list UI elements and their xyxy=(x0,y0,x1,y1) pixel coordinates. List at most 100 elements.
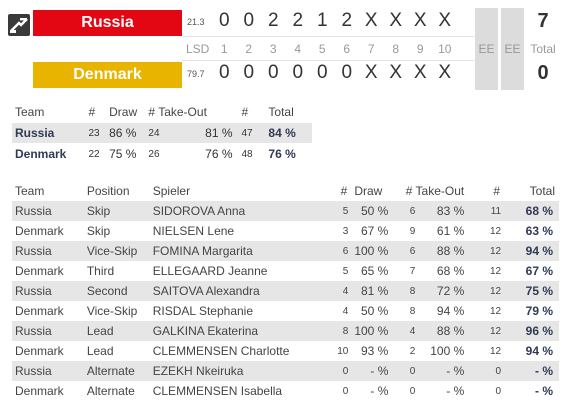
position-cell: Alternate xyxy=(86,384,135,398)
draw-pct: - % xyxy=(370,384,389,398)
team-denmark-total: 0 xyxy=(537,62,549,84)
takeout-pct: 76 % xyxy=(170,143,239,164)
draw-count: 4 xyxy=(342,305,349,317)
table-row: Russia Lead GALKINA Ekaterina 8 100 % 4 … xyxy=(12,321,559,341)
total-pct: 75 % xyxy=(504,281,559,301)
player-name: GALKINA Ekaterina xyxy=(149,321,334,341)
takeout-pct: 68 % xyxy=(436,264,465,278)
table-row: Russia Second SAITOVA Alexandra 4 81 % 8… xyxy=(12,281,559,301)
end-score: 0 xyxy=(243,10,255,31)
column-header: Team xyxy=(15,184,45,198)
column-header: Position xyxy=(86,184,130,198)
team-summary-table: Team # Draw # Take-Out # Total Russia 23… xyxy=(12,102,312,164)
player-name: CLEMMENSEN Charlotte xyxy=(152,344,290,358)
position-cell: Lead xyxy=(86,344,114,358)
end-score: 0 xyxy=(218,10,230,31)
table-row: Denmark Lead CLEMMENSEN Charlotte 10 93 … xyxy=(12,341,559,361)
takeout-count: 6 xyxy=(392,241,419,261)
team-name: Denmark xyxy=(12,143,86,164)
takeout-count: 24 xyxy=(145,122,171,144)
draw-count: 4 xyxy=(333,281,352,301)
total-count: 12 xyxy=(489,305,502,317)
total-pct: - % xyxy=(535,384,553,398)
end-score: X xyxy=(389,62,403,83)
end-score: X xyxy=(364,62,378,83)
table-row: Denmark 22 75 % 26 76 % 48 76 % xyxy=(12,143,312,164)
extra-end-label: EE xyxy=(504,42,521,56)
column-header: # Take-Out xyxy=(148,105,207,119)
total-label: Total xyxy=(530,42,556,56)
end-label: 1 xyxy=(220,42,228,56)
divider xyxy=(182,60,474,61)
takeout-pct: 83 % xyxy=(418,201,469,221)
total-pct: 94 % xyxy=(525,344,553,358)
takeout-count: 8 xyxy=(392,281,419,301)
draw-count: 0 xyxy=(333,361,352,381)
draw-count: 5 xyxy=(342,265,349,277)
player-name: RISDAL Stephanie xyxy=(152,304,254,318)
takeout-count: 8 xyxy=(409,305,416,317)
end-label: 8 xyxy=(392,42,400,56)
player-name: SIDOROVA Anna xyxy=(149,201,334,221)
scoreboard: Russia 21.3 0 0 2 2 1 2 X X X X 7 LSD 1 … xyxy=(0,0,565,92)
total-pct: 76 % xyxy=(265,143,312,164)
draw-pct: 81 % xyxy=(351,281,393,301)
team-denmark-ends: 0 0 0 0 0 0 X X X X xyxy=(212,62,457,84)
end-score: 2 xyxy=(292,10,304,31)
end-score: 0 xyxy=(341,62,353,83)
draw-count: 5 xyxy=(333,201,352,221)
draw-pct: 100 % xyxy=(351,241,393,261)
end-score: 0 xyxy=(292,62,304,83)
draw-count: 10 xyxy=(337,345,349,357)
team-denmark-name: Denmark xyxy=(33,62,182,88)
player-name: NIELSEN Lene xyxy=(152,224,235,238)
takeout-count: 9 xyxy=(409,225,416,237)
takeout-pct: 88 % xyxy=(418,241,469,261)
end-label: 3 xyxy=(269,42,277,56)
team-cell: Denmark xyxy=(15,384,64,398)
total-count: 47 xyxy=(238,122,266,144)
table-row: Russia 23 86 % 24 81 % 47 84 % xyxy=(12,122,312,144)
takeout-count: 0 xyxy=(392,361,419,381)
end-score: 0 xyxy=(243,62,255,83)
team-russia-total: 7 xyxy=(537,10,549,32)
position-cell: Third xyxy=(86,264,115,278)
team-russia-ends: 0 0 2 2 1 2 X X X X xyxy=(212,10,457,32)
end-score: X xyxy=(438,62,452,83)
total-count: 0 xyxy=(495,385,502,397)
takeout-pct: 94 % xyxy=(436,304,465,318)
end-score: X xyxy=(438,10,452,31)
extra-end-column xyxy=(501,8,524,90)
draw-count: 0 xyxy=(342,385,349,397)
table-row: Denmark Skip NIELSEN Lene 3 67 % 9 61 % … xyxy=(12,221,559,241)
column-header: # xyxy=(493,184,501,198)
column-header: # Take-Out xyxy=(405,184,465,198)
end-label: 2 xyxy=(245,42,253,56)
team-russia-name: Russia xyxy=(33,10,182,36)
total-count: 12 xyxy=(468,321,505,341)
takeout-count: 2 xyxy=(409,345,416,357)
total-pct: - % xyxy=(504,361,559,381)
table-row: Russia Alternate EZEKH Nkeiruka 0 - % 0 … xyxy=(12,361,559,381)
total-pct: 68 % xyxy=(504,201,559,221)
table-row: Denmark Vice-Skip RISDAL Stephanie 4 50 … xyxy=(12,301,559,321)
team-cell: Russia xyxy=(12,281,84,301)
draw-pct: 100 % xyxy=(351,321,393,341)
total-pct: 94 % xyxy=(504,241,559,261)
takeout-count: 7 xyxy=(409,265,416,277)
takeout-count: 4 xyxy=(392,321,419,341)
total-pct: 67 % xyxy=(525,264,553,278)
end-labels: 1 2 3 4 5 6 7 8 9 10 xyxy=(212,42,457,56)
team-cell: Russia xyxy=(12,361,84,381)
draw-count: 8 xyxy=(333,321,352,341)
team-russia-pct: 21.3 xyxy=(187,17,205,27)
player-name: EZEKH Nkeiruka xyxy=(149,361,334,381)
column-header: Team xyxy=(15,105,45,119)
end-score: X xyxy=(413,10,427,31)
extra-end-label: EE xyxy=(478,42,495,56)
draw-pct: - % xyxy=(351,361,393,381)
takeout-pct: 72 % xyxy=(418,281,469,301)
takeout-pct: 61 % xyxy=(436,224,465,238)
column-header: Spieler xyxy=(152,184,191,198)
total-count: 11 xyxy=(468,201,505,221)
